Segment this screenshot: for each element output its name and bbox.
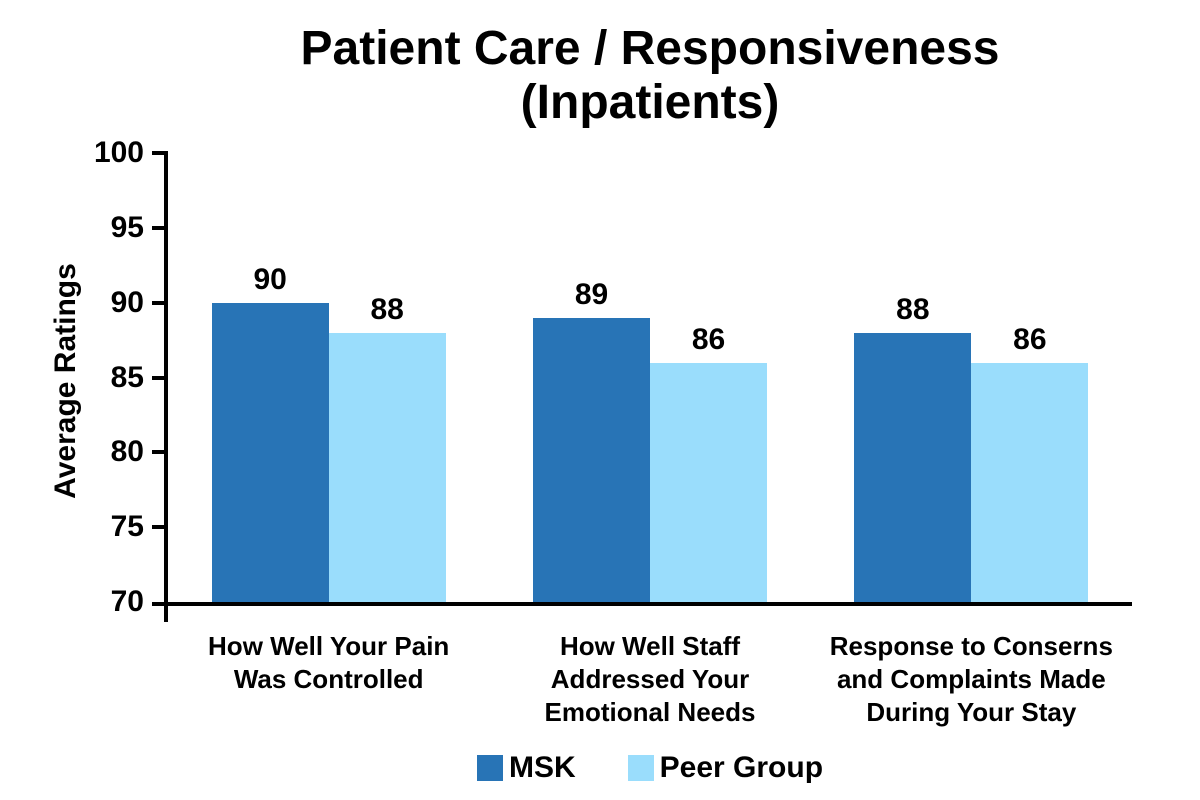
category-label: Response to Conserns and Complaints Made… [829, 631, 1113, 727]
value-label: 86 [1013, 322, 1047, 356]
category-label: How Well Your Pain Was Controlled [208, 631, 450, 694]
y-tick [152, 450, 168, 455]
y-tick [152, 151, 168, 155]
y-tick-label: 70 [110, 585, 144, 618]
chart-title-line2: (Inpatients) [520, 76, 780, 129]
y-tick-label: 95 [110, 210, 144, 244]
y-tick-label: 75 [110, 510, 144, 544]
value-label: 88 [370, 292, 404, 326]
value-label: 89 [574, 277, 609, 311]
bar-peer-group-2 [971, 362, 1089, 602]
x-axis [152, 602, 1132, 606]
y-tick [152, 525, 168, 530]
bar-peer-group-1 [650, 362, 767, 602]
y-axis [164, 153, 168, 622]
plot-area: 100 95 90 85 80 75 70 90 88 How Well Your Pain Wa… [94, 138, 1132, 728]
bar-msk-2 [854, 332, 972, 602]
y-tick-label: 100 [93, 136, 144, 169]
y-tick-label: 90 [110, 285, 144, 319]
y-tick-label: 80 [110, 435, 144, 469]
bar-msk-0 [211, 302, 329, 602]
bar-peer-group-0 [328, 332, 446, 602]
value-label: 88 [896, 292, 930, 326]
y-tick [152, 225, 168, 230]
legend-label-peer-group: Peer Group [659, 751, 824, 784]
chart-title-line1: Patient Care / Responsiveness [300, 22, 1000, 75]
y-tick-label: 85 [110, 360, 144, 394]
legend-item-msk: MSK [476, 751, 576, 784]
legend: MSK Peer Group [168, 748, 1132, 788]
legend-item-peer-group: Peer Group [627, 751, 824, 784]
legend-swatch-msk [476, 755, 503, 781]
bar-msk-1 [533, 317, 650, 602]
chart-title: Patient Care / Responsiveness (Inpatient… [168, 22, 1132, 130]
value-label: 90 [253, 262, 287, 296]
legend-label-msk: MSK [508, 751, 576, 784]
value-label: 86 [691, 322, 726, 356]
category-label: How Well Staff Addressed Your Emotional … [544, 631, 756, 727]
y-tick [152, 375, 168, 380]
y-tick [152, 300, 168, 305]
legend-swatch-peer-group [627, 755, 654, 781]
